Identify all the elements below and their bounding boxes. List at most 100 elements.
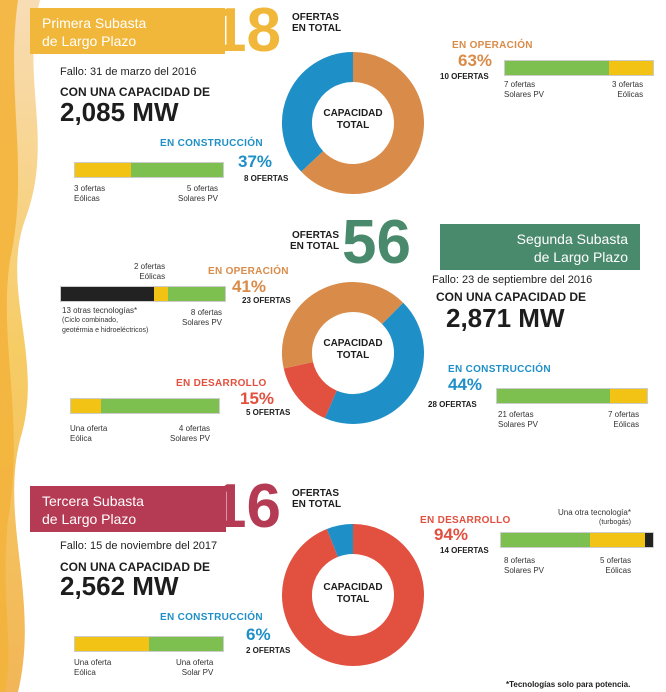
auction2-op-other-3: geotérmia e hidroeléctricos) — [62, 327, 149, 334]
auction3-con-solar-2: Solar PV — [181, 668, 214, 677]
auction2-con-solar-2: Solares PV — [498, 420, 539, 429]
auction1-con-solar-1: 5 ofertas — [186, 184, 219, 193]
auction3-construction-bar-wind — [75, 637, 149, 651]
auction1-operation-bar-solar — [505, 61, 609, 75]
auction3-offers-number: 16 — [212, 472, 281, 541]
auction2-op-label-wind: 2 ofertas Eólicas — [134, 262, 165, 282]
auction3-construction-count: 2 OFERTAS — [246, 646, 291, 655]
auction2-development-bar — [70, 398, 220, 414]
auction3-dev-solar-1: 8 ofertas — [504, 556, 536, 565]
auction3-con-solar-1: Una oferta — [176, 658, 214, 667]
auction2-donut-operation — [282, 282, 404, 369]
auction2-op-solar-2: Solares PV — [182, 318, 223, 327]
auction2-operation-bar-other — [61, 287, 154, 301]
auction1-con-solar-2: Solares PV — [178, 194, 219, 203]
auction3-ribbon: Tercera Subasta de Largo Plazo — [30, 486, 226, 532]
auction1-construction-count: 8 OFERTAS — [244, 174, 289, 183]
auction1-operation-bar-wind — [608, 61, 653, 75]
auction1-center-1: CAPACIDAD — [323, 108, 383, 119]
auction2-development-bar-wind — [71, 399, 101, 413]
auction1-donut-construction — [282, 52, 354, 172]
auction2-donut-development — [283, 361, 338, 419]
auction3-center-1: CAPACIDAD — [323, 582, 383, 593]
auction1-capacity: 2,085 MW — [60, 97, 179, 127]
auction2-center-label: CAPACIDAD TOTAL — [318, 338, 388, 362]
auction1-title-line2: de Largo Plazo — [42, 33, 137, 49]
auction2-op-wind-1: 2 ofertas — [134, 262, 166, 271]
auction2-con-label-solar: 21 ofertas Solares PV — [498, 410, 538, 430]
auction3-development-bar-solar — [501, 533, 590, 547]
auction2-fallo: Fallo: 23 de septiembre del 2016 — [432, 274, 593, 286]
auction2-dev-label-solar: 4 ofertas Solares PV — [170, 424, 210, 444]
auction1-con-wind-1: 3 ofertas — [74, 184, 106, 193]
auction3-fallo: Fallo: 15 de noviembre del 2017 — [60, 540, 218, 552]
auction2-con-wind-1: 7 ofertas — [608, 410, 640, 419]
auction1-con-label-wind: 3 ofertas Eólicas — [74, 184, 105, 204]
auction3-donut — [282, 524, 424, 666]
auction2-development-bar-solar — [100, 399, 219, 413]
auction1-offers-number: 18 — [212, 0, 281, 65]
auction3-construction-status: EN CONSTRUCCIÓN — [160, 612, 263, 623]
auction3-dev-wind-1: 5 ofertas — [600, 556, 632, 565]
auction1-construction-bar — [74, 162, 224, 178]
auction2-development-pct: 15% — [240, 389, 275, 408]
auction2-ribbon: Segunda Subasta de Largo Plazo — [440, 224, 640, 270]
auction1-op-solar-2: Solares PV — [504, 90, 545, 99]
auction1-offers-label-1: OFERTAS — [292, 12, 340, 23]
auction3-construction-bar — [74, 636, 224, 652]
auction3-con-label-solar: Una oferta Solar PV — [176, 658, 213, 678]
auction1-fallo: Fallo: 31 de marzo del 2016 — [60, 66, 197, 78]
auction2-center-1: CAPACIDAD — [323, 338, 383, 349]
auction3-development-bar-wind — [589, 533, 646, 547]
auction1-offers-label: OFERTAS EN TOTAL — [292, 12, 341, 34]
auction2-op-other-1: 13 otras tecnologías* — [62, 306, 138, 315]
auction2-offers-label-2: EN TOTAL — [290, 241, 340, 252]
auction1-operation-pct: 63% — [458, 51, 493, 70]
auction2-dev-wind-2: Eólica — [70, 434, 92, 443]
auction1-op-wind-2: Eólicas — [617, 90, 644, 99]
auction2-center-2: TOTAL — [336, 350, 370, 361]
auction2-donut — [282, 282, 424, 424]
auction2-operation-status: EN OPERACIÓN — [208, 266, 289, 277]
auction1-operation-status: EN OPERACIÓN — [452, 40, 533, 51]
auction3-dev-other-1: Una otra tecnología* — [558, 508, 631, 517]
auction2-operation-bar — [60, 286, 226, 302]
auction3-con-label-wind: Una oferta Eólica — [74, 658, 111, 678]
auction2-dev-solar-2: Solares PV — [170, 434, 211, 443]
auction3-offers-label-1: OFERTAS — [292, 488, 340, 499]
auction3-title-line1: Tercera Subasta — [42, 493, 144, 509]
auction1-center-2: TOTAL — [336, 120, 370, 131]
auction3-development-count: 14 OFERTAS — [440, 546, 489, 555]
auction3-center-label: CAPACIDAD TOTAL — [318, 582, 388, 606]
auction3-development-pct: 94% — [434, 525, 469, 544]
auction2-development-status: EN DESARROLLO — [176, 378, 267, 389]
auction1-op-solar-1: 7 ofertas — [504, 80, 536, 89]
auction3-dev-wind-2: Eólicas — [605, 566, 632, 575]
auction2-construction-count: 28 OFERTAS — [428, 400, 477, 409]
auction3-offers-label-2: EN TOTAL — [292, 499, 342, 510]
auction2-operation-bar-solar — [167, 287, 226, 301]
auction2-development-count: 5 OFERTAS — [246, 408, 291, 417]
auction1-con-wind-2: Eólicas — [74, 194, 100, 203]
auction1-construction-bar-solar — [130, 163, 223, 177]
footnote: *Tecnologías solo para potencia. — [506, 680, 631, 689]
auction2-dev-label-wind: Una oferta Eólica — [70, 424, 107, 444]
auction1-op-label-solar: 7 ofertas Solares PV — [504, 80, 544, 100]
auction2-donut-construction — [324, 302, 424, 424]
auction1-construction-pct: 37% — [238, 152, 273, 171]
auction3-dev-other-2: (turbogás) — [599, 519, 631, 526]
auction2-construction-bar-solar — [497, 389, 610, 403]
auction2-operation-count: 23 OFERTAS — [242, 296, 291, 305]
auction1-construction-status: EN CONSTRUCCIÓN — [160, 138, 263, 149]
auction3-con-wind-1: Una oferta — [74, 658, 112, 667]
auction2-offers-label: OFERTAS EN TOTAL — [290, 230, 339, 252]
auction2-title-line2: de Largo Plazo — [533, 249, 628, 265]
auction3-dev-label-solar: 8 ofertas Solares PV — [504, 556, 544, 576]
auction3-capacity-sub: CON UNA CAPACIDAD DE — [60, 560, 210, 574]
auction3-development-status: EN DESARROLLO — [420, 515, 511, 526]
auction2-con-solar-1: 21 ofertas — [498, 410, 534, 419]
auction3-dev-solar-2: Solares PV — [504, 566, 545, 575]
auction2-op-wind-2: Eólicas — [139, 272, 166, 281]
auction2-op-label-other: 13 otras tecnologías* (Ciclo combinado, … — [62, 306, 148, 336]
auction3-con-wind-2: Eólica — [74, 668, 96, 677]
